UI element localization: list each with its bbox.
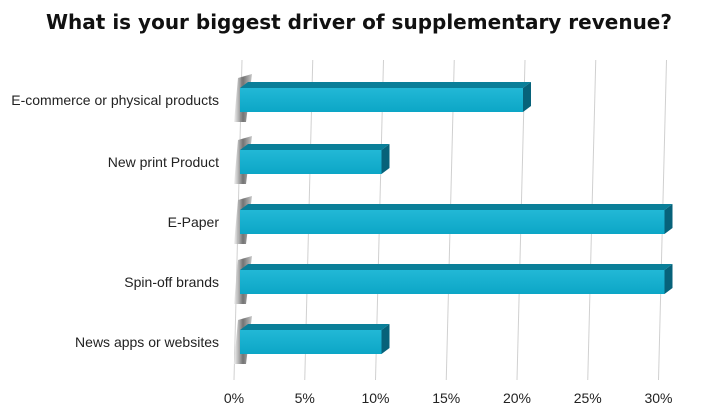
bar-front-face <box>240 150 382 174</box>
category-label: New print Product <box>108 154 219 170</box>
x-tick-label: 10% <box>361 390 389 406</box>
x-tick-label: 20% <box>503 390 531 406</box>
x-axis-ticks: 0% 5% 10% 15% 20% 25% 30% <box>224 390 673 406</box>
bar-front-face <box>240 270 665 294</box>
x-tick-label: 5% <box>295 390 315 406</box>
bar-top-face <box>240 144 390 150</box>
bar <box>240 204 673 234</box>
category-label: E-Paper <box>168 214 220 230</box>
bar-front-face <box>240 330 382 354</box>
category-label: Spin-off brands <box>124 274 219 290</box>
bar <box>240 264 673 294</box>
bar-top-face <box>240 324 390 330</box>
x-tick-label: 15% <box>432 390 460 406</box>
x-tick-label: 30% <box>644 390 672 406</box>
bar-top-face <box>240 264 673 270</box>
bar-end-face <box>664 204 673 234</box>
bar-front-face <box>240 88 523 112</box>
bar-end-face <box>523 82 531 112</box>
bar-end-face <box>381 324 390 354</box>
bar <box>240 82 531 112</box>
bar-end-face <box>664 264 673 294</box>
category-label: E-commerce or physical products <box>11 92 219 108</box>
category-labels: E-commerce or physical products New print… <box>11 92 219 350</box>
category-label: News apps or websites <box>75 334 219 350</box>
bar <box>240 324 390 354</box>
x-tick-label: 25% <box>574 390 602 406</box>
bar-top-face <box>240 204 673 210</box>
bars <box>240 82 673 354</box>
bar-top-face <box>240 82 531 88</box>
x-tick-label: 0% <box>224 390 244 406</box>
bar-front-face <box>240 210 665 234</box>
bar-end-face <box>381 144 390 174</box>
bar <box>240 144 390 174</box>
chart-title: What is your biggest driver of supplemen… <box>46 10 672 34</box>
